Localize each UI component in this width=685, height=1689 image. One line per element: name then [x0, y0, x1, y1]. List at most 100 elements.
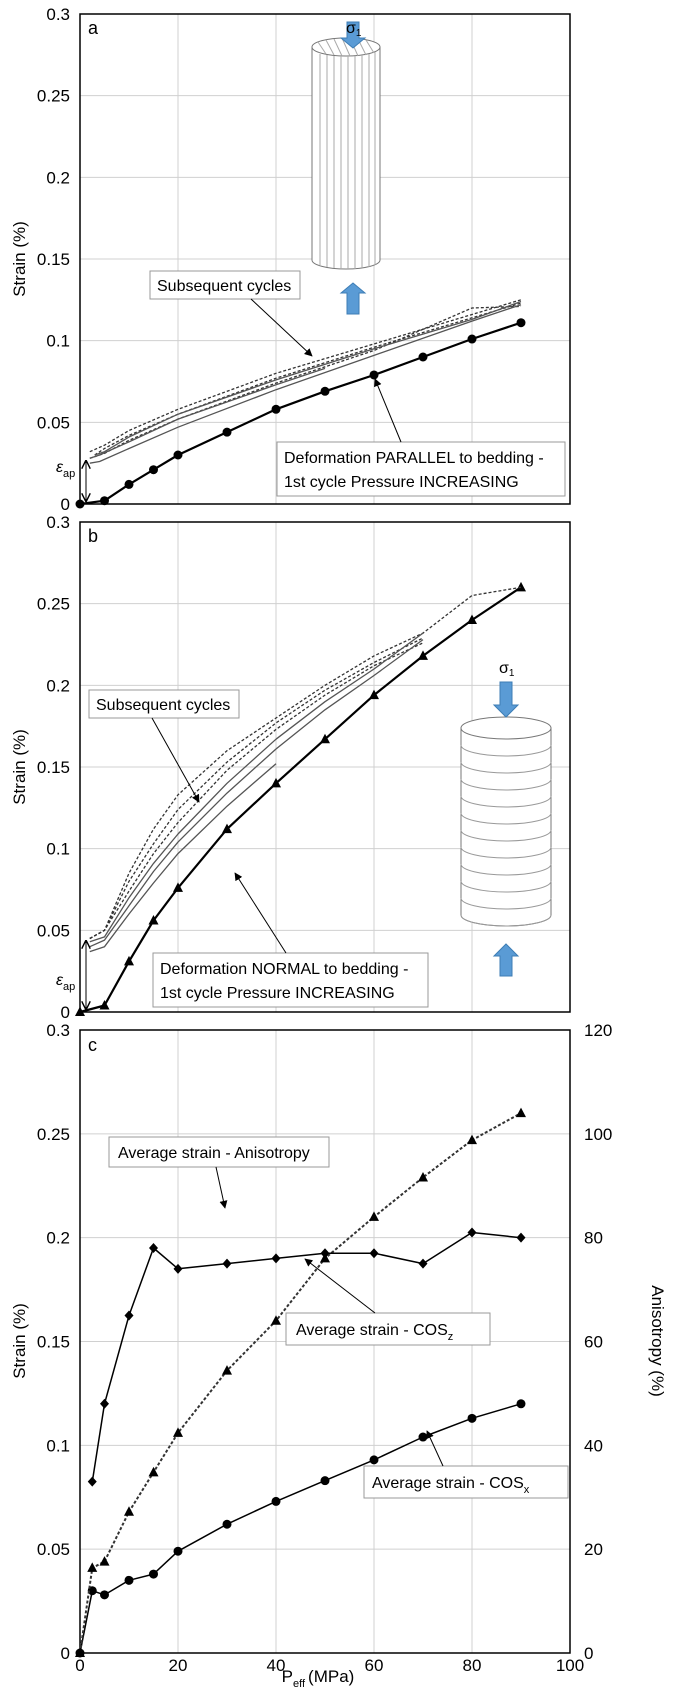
data-point-circle: [467, 1413, 477, 1423]
y-tick-label: 0.3: [46, 5, 70, 24]
annotation-box-deformation-a: [276, 441, 566, 497]
panel-c: 0 0.05 0.1 0.15 0.2 0.25 0.3 0 20 40 60 80 100 120 0…: [10, 1021, 667, 1689]
data-point-diamond: [467, 1227, 477, 1238]
sigma-arrow-top-a: [339, 21, 367, 49]
disc-layer: [460, 778, 552, 791]
stacked-discs-diagram: [460, 716, 552, 927]
y-tick-label: 0.1: [46, 332, 70, 351]
data-point-triangle: [222, 823, 232, 834]
sigma-arrow-bottom-a: [339, 282, 367, 315]
series-line: [89, 763, 277, 953]
data-point-triangle: [75, 1647, 85, 1657]
y2-tick-label: 0: [584, 1644, 593, 1663]
data-point-circle: [516, 1399, 526, 1409]
panel-a: 0 0.05 0.1 0.15 0.2 0.25 0.3 Strain (%) a σ1: [10, 5, 571, 514]
data-point-circle: [320, 1476, 330, 1486]
y2-tick-label: 40: [584, 1436, 603, 1455]
data-point-triangle: [516, 1107, 526, 1118]
annotation-arrow-deformation-a: [374, 378, 402, 443]
series-line: [91, 1231, 522, 1482]
x-tick-label: 80: [463, 1656, 482, 1675]
panel-a-letter: a: [88, 18, 99, 38]
x-tick-label: 100: [556, 1656, 584, 1675]
disc-layer: [460, 863, 552, 876]
y-tick-label: 0.3: [46, 513, 70, 532]
sigma-label-b: σ1: [499, 660, 515, 679]
data-point-triangle: [124, 955, 134, 966]
data-point-circle: [320, 386, 330, 396]
data-point-diamond: [369, 1248, 379, 1259]
y-tick-label: 0.2: [46, 168, 70, 187]
panel-c-x-axis-label: Peff (MPa): [282, 1667, 355, 1689]
y-tick-label: 0.05: [37, 413, 70, 432]
annotation-box-cosx: [363, 1465, 569, 1499]
data-point-triangle: [467, 614, 477, 624]
panel-c-letter: c: [88, 1035, 97, 1055]
panel-c-x-ticks: 0 20 40 60 80 100: [75, 1656, 584, 1675]
data-point-circle: [173, 1546, 183, 1556]
data-point-triangle: [418, 650, 428, 660]
y-tick-label: 0.05: [37, 921, 70, 940]
data-point-diamond: [124, 1310, 134, 1321]
series-line: [79, 1403, 522, 1654]
disc-layer: [460, 880, 552, 893]
data-point-triangle: [369, 1211, 379, 1221]
data-point-triangle: [516, 581, 526, 592]
panel-c-y-ticks: 0 0.05 0.1 0.15 0.2 0.25 0.3: [37, 1021, 70, 1663]
annotation-arrow-cosz: [304, 1258, 376, 1314]
data-point-circle: [149, 1569, 158, 1579]
data-point-circle: [369, 1455, 379, 1465]
y2-tick-label: 100: [584, 1125, 612, 1144]
panel-c-y2-ticks: 0 20 40 60 80 100 120: [584, 1021, 612, 1663]
annotation-anisotropy: Average strain - Anisotropy: [118, 1145, 310, 1162]
annotation-deformation-line2-b: 1st cycle Pressure INCREASING: [160, 985, 395, 1002]
y-tick-label: 0.15: [37, 1333, 70, 1352]
panel-c-y-axis-label: Strain (%): [10, 1303, 29, 1379]
data-point-circle: [369, 370, 379, 380]
data-point-triangle: [99, 1556, 110, 1566]
y-tick-label: 0.25: [37, 87, 70, 106]
y-tick-label: 0: [61, 1644, 70, 1663]
panel-a-frame: [79, 13, 571, 505]
data-point-diamond: [100, 1398, 109, 1409]
annotation-arrow-subsequent-b: [151, 717, 200, 803]
annotation-box-subsequent-a: [149, 270, 301, 300]
epsilon-ap-label-b: εap: [56, 972, 75, 993]
data-point-circle: [100, 496, 109, 506]
data-point-triangle: [271, 1315, 281, 1325]
epsilon-ap-label-a: εap: [56, 459, 75, 480]
sigma-arrow-top-b: [492, 681, 520, 718]
data-point-triangle: [418, 1171, 428, 1182]
data-point-circle: [124, 1575, 134, 1585]
data-point-diamond: [271, 1253, 281, 1264]
data-point-triangle: [173, 882, 183, 892]
annotation-cosx: Average strain - COSx: [372, 1475, 530, 1496]
annotation-box-deformation-b: [152, 952, 429, 1008]
data-point-triangle: [369, 689, 379, 700]
sigma-arrow-bottom-b: [492, 943, 520, 977]
disc-layer: [460, 744, 552, 757]
sigma-label-a: σ1: [346, 20, 362, 39]
annotation-arrow-subsequent-a: [250, 298, 313, 357]
y-tick-label: 0.15: [37, 758, 70, 777]
y-tick-label: 0.25: [37, 595, 70, 614]
data-point-circle: [222, 1519, 232, 1529]
data-point-circle: [149, 465, 158, 475]
series-line: [89, 304, 522, 464]
data-point-triangle: [99, 999, 110, 1010]
series-line: [89, 642, 424, 940]
data-point-triangle: [148, 1466, 159, 1477]
annotation-box-subsequent-b: [88, 689, 240, 719]
data-point-triangle: [222, 1365, 232, 1375]
y-tick-label: 0: [61, 1003, 70, 1022]
cylinder-parallel-diagram: [311, 37, 381, 270]
data-point-diamond: [320, 1248, 330, 1259]
y2-tick-label: 80: [584, 1229, 603, 1248]
data-point-triangle: [173, 1427, 183, 1437]
series-line: [79, 1112, 522, 1654]
panel-b-frame: [79, 521, 571, 1013]
y-tick-label: 0.15: [37, 250, 70, 269]
data-point-diamond: [149, 1243, 158, 1254]
y2-tick-label: 60: [584, 1333, 603, 1352]
